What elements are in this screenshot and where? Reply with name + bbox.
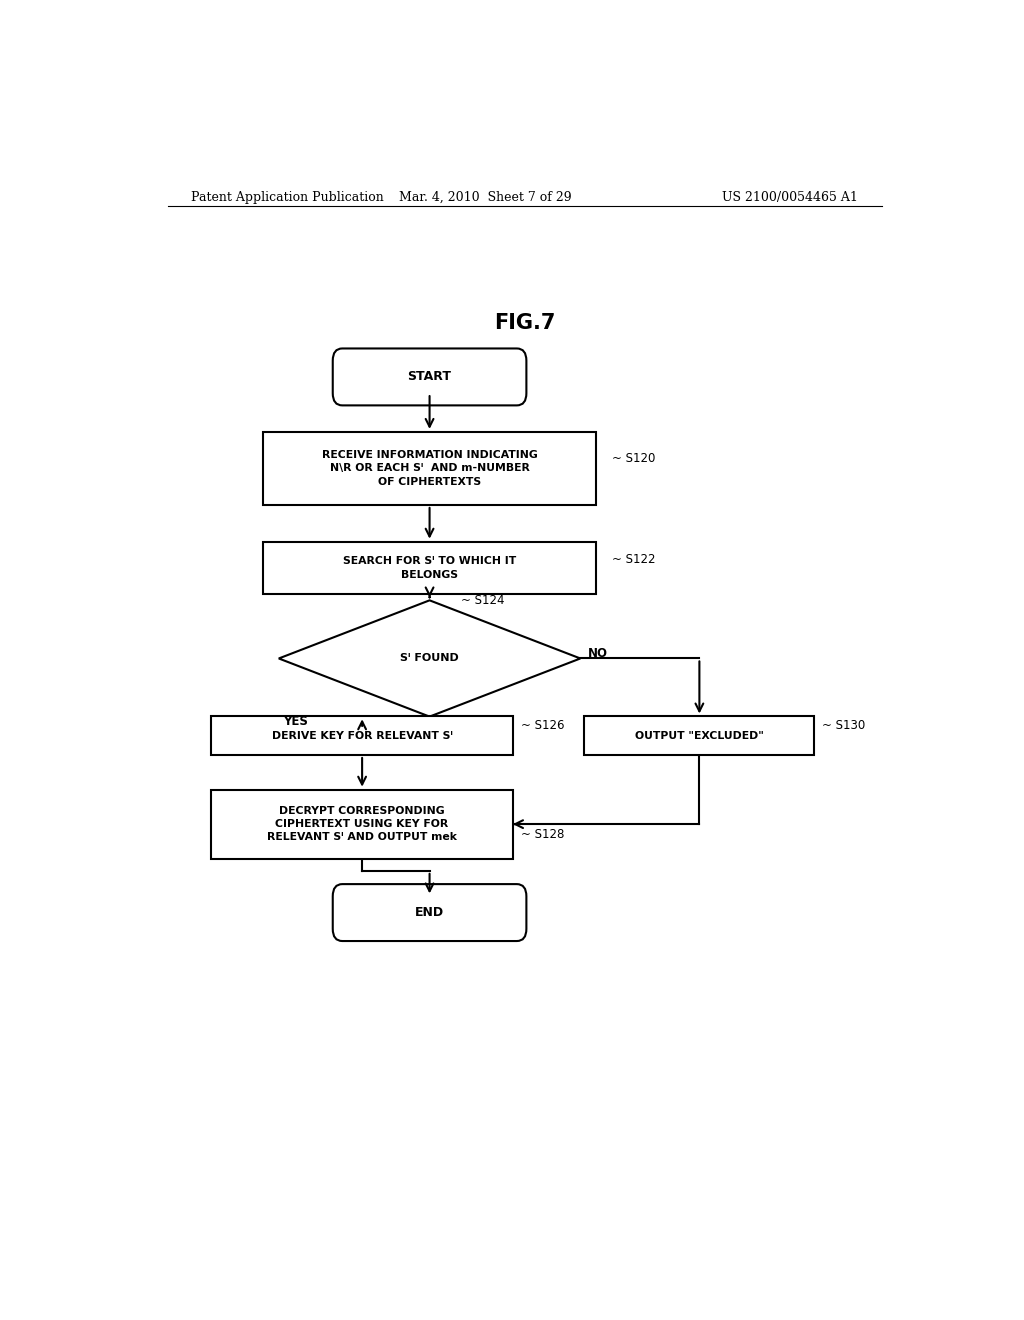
Bar [211,717,513,755]
Polygon shape [279,601,581,717]
Bar [211,789,513,859]
Text: US 2100/0054465 A1: US 2100/0054465 A1 [722,190,858,203]
Text: SEARCH FOR Sᴵ TO WHICH IT
BELONGS: SEARCH FOR Sᴵ TO WHICH IT BELONGS [343,557,516,579]
Text: OUTPUT "EXCLUDED": OUTPUT "EXCLUDED" [635,731,764,741]
Text: Patent Application Publication: Patent Application Publication [191,190,384,203]
Text: ~ S126: ~ S126 [521,719,564,733]
Bar [263,541,596,594]
Text: ~ S122: ~ S122 [612,553,655,566]
FancyBboxPatch shape [333,884,526,941]
Bar [263,432,596,506]
Text: DECRYPT CORRESPONDING
CIPHERTEXT USING KEY FOR
RELEVANT Sᴵ AND OUTPUT mek: DECRYPT CORRESPONDING CIPHERTEXT USING K… [267,807,457,842]
Text: ~ S124: ~ S124 [461,594,505,607]
Text: ~ S120: ~ S120 [612,451,655,465]
Text: YES: YES [283,715,307,729]
Text: DERIVE KEY FOR RELEVANT Sᴵ: DERIVE KEY FOR RELEVANT Sᴵ [271,731,453,741]
Text: START: START [408,371,452,383]
Text: ~ S128: ~ S128 [521,828,564,841]
Text: ~ S130: ~ S130 [822,719,865,733]
Text: NO: NO [588,647,608,660]
Text: FIG.7: FIG.7 [495,313,555,333]
Text: END: END [415,906,444,919]
Text: RECEIVE INFORMATION INDICATING
N\R OR EACH Sᴵ  AND m-NUMBER
OF CIPHERTEXTS: RECEIVE INFORMATION INDICATING N\R OR EA… [322,450,538,487]
Text: Mar. 4, 2010  Sheet 7 of 29: Mar. 4, 2010 Sheet 7 of 29 [398,190,571,203]
Text: Sᴵ FOUND: Sᴵ FOUND [400,653,459,664]
FancyBboxPatch shape [333,348,526,405]
Bar [585,717,814,755]
